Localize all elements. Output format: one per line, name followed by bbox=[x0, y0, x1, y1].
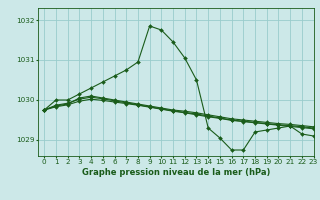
X-axis label: Graphe pression niveau de la mer (hPa): Graphe pression niveau de la mer (hPa) bbox=[82, 168, 270, 177]
